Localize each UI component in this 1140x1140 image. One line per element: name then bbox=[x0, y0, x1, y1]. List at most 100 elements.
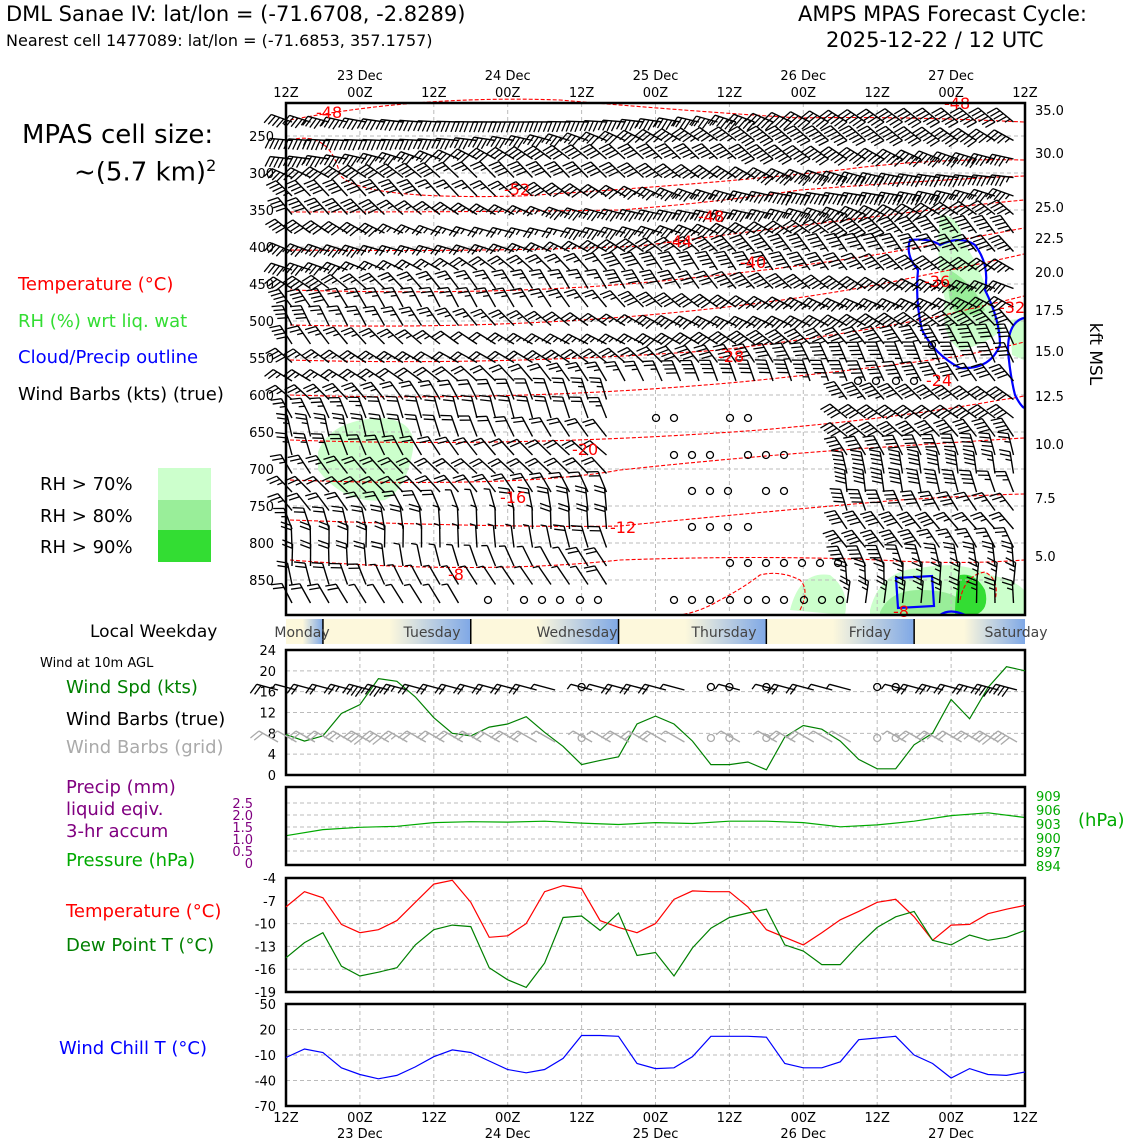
wind-barb bbox=[356, 368, 385, 382]
wind-barb bbox=[895, 215, 922, 234]
wind-barb-flag bbox=[956, 112, 967, 120]
wind-barb-flag bbox=[851, 458, 863, 462]
wind-barb-flag bbox=[731, 128, 742, 136]
wind-barb-staff bbox=[543, 396, 552, 419]
wind-barb-flag bbox=[991, 237, 1002, 244]
wind-barb-flag bbox=[461, 167, 468, 172]
wind-barb-flag bbox=[819, 275, 830, 283]
wind-barb-staff bbox=[551, 144, 570, 160]
wind-barb-flag bbox=[603, 255, 615, 260]
wind-barb-staff bbox=[355, 305, 367, 326]
wind-barb-flag bbox=[819, 192, 826, 203]
temperature-contour bbox=[679, 572, 806, 616]
wind-barb-staff bbox=[528, 525, 534, 548]
wind-barb-flag bbox=[929, 121, 940, 129]
wind-barb-staff bbox=[939, 201, 959, 216]
wind-barb-staff bbox=[281, 305, 293, 326]
wind-barb-flag bbox=[294, 266, 303, 277]
wind-barb-flag bbox=[368, 188, 379, 194]
wind-barb-flag bbox=[512, 272, 524, 277]
wind-barb-flag bbox=[956, 283, 965, 293]
wind-barb-flag bbox=[934, 174, 942, 186]
wind-barb-flag bbox=[890, 212, 899, 221]
wind-barb-flag bbox=[325, 287, 337, 291]
calm-marker bbox=[669, 595, 679, 605]
wind-barb-flag bbox=[834, 475, 846, 480]
wind-barb bbox=[781, 207, 811, 224]
calm-marker bbox=[723, 522, 733, 532]
wind-barb-flag bbox=[586, 188, 596, 197]
wind-barb-flag bbox=[309, 204, 321, 210]
wind-barb-flag bbox=[367, 171, 378, 179]
wind-barb-flag bbox=[470, 308, 481, 314]
wind-barb-flag bbox=[700, 134, 711, 142]
wind-barb bbox=[303, 179, 330, 197]
wind-barb-flag bbox=[818, 139, 829, 147]
wind-barb bbox=[293, 432, 312, 456]
wind-barb-flag bbox=[711, 296, 722, 305]
wind-barb-flag bbox=[555, 369, 563, 373]
wind-barb-flag bbox=[912, 126, 923, 134]
wind-barb-staff bbox=[721, 271, 737, 289]
wind-barb-flag bbox=[894, 126, 905, 133]
rh-region bbox=[790, 574, 846, 615]
wind-barb-staff bbox=[349, 198, 367, 215]
wind-barb-flag bbox=[874, 191, 882, 202]
wind-barb-flag bbox=[899, 236, 911, 241]
calm-marker bbox=[817, 595, 827, 605]
wind-barb bbox=[468, 256, 496, 271]
wind-barb bbox=[767, 233, 793, 252]
wind-barb-flag bbox=[856, 285, 863, 291]
wind-barb-flag bbox=[860, 325, 872, 330]
wind-barb-staff bbox=[887, 216, 904, 234]
wind-barb-flag bbox=[388, 278, 395, 282]
wind-barb-flag bbox=[582, 186, 592, 195]
wind-barb-staff bbox=[799, 342, 811, 363]
wind-barb-flag bbox=[937, 282, 947, 292]
wind-barb-flag bbox=[678, 298, 689, 306]
wind-barb-flag bbox=[663, 135, 674, 143]
wind-barb-flag bbox=[818, 170, 827, 181]
wind-barb-flag bbox=[273, 295, 285, 301]
wind-barb-flag bbox=[915, 191, 923, 202]
wind-barb-flag bbox=[294, 207, 305, 213]
wind-barb-flag bbox=[559, 240, 569, 249]
wind-barb-flag bbox=[749, 210, 757, 221]
wind-barb-flag bbox=[726, 295, 737, 304]
wind-barb-flag bbox=[307, 495, 319, 501]
wind-barb-flag bbox=[996, 349, 1008, 353]
wind-barb-flag bbox=[726, 190, 734, 201]
wind-barb-flag bbox=[948, 189, 956, 200]
wind-barb bbox=[877, 216, 904, 234]
wind-barb-flag bbox=[638, 165, 649, 173]
wind-barb-staff bbox=[569, 183, 589, 197]
wind-barb-staff bbox=[492, 226, 515, 234]
wind-barb-flag bbox=[985, 153, 993, 164]
wind-barb-flag bbox=[719, 244, 731, 250]
wind-barb-flag bbox=[462, 139, 469, 150]
wind-barb-flag bbox=[524, 181, 535, 189]
wind-barb-staff bbox=[921, 126, 940, 142]
wind-barb-flag bbox=[277, 481, 284, 486]
wind-barb-flag bbox=[870, 118, 881, 127]
wind-barb-staff bbox=[962, 233, 978, 252]
wind-barb-staff bbox=[603, 208, 626, 216]
wind-barb bbox=[437, 286, 460, 308]
wind-barb-flag bbox=[837, 276, 848, 284]
wind-barb-flag bbox=[294, 353, 301, 358]
wind-barb-flag bbox=[954, 515, 966, 521]
wind-barb-flag bbox=[272, 265, 280, 275]
wind-barb-flag bbox=[837, 232, 848, 239]
wind-barb-staff bbox=[332, 179, 349, 197]
wind-barb-flag bbox=[652, 225, 661, 235]
wind-barb bbox=[541, 227, 570, 239]
wind-barb-flag bbox=[966, 296, 976, 306]
wind-barb bbox=[569, 396, 589, 419]
wind-barb-flag bbox=[660, 168, 671, 176]
wind-barb-flag bbox=[782, 144, 793, 152]
wind-barb-flag bbox=[745, 284, 752, 289]
wind-barb-flag bbox=[456, 273, 468, 278]
wind-barb-flag bbox=[341, 262, 351, 272]
wind-barb-flag bbox=[863, 360, 875, 363]
wind-barb-flag bbox=[627, 230, 636, 240]
